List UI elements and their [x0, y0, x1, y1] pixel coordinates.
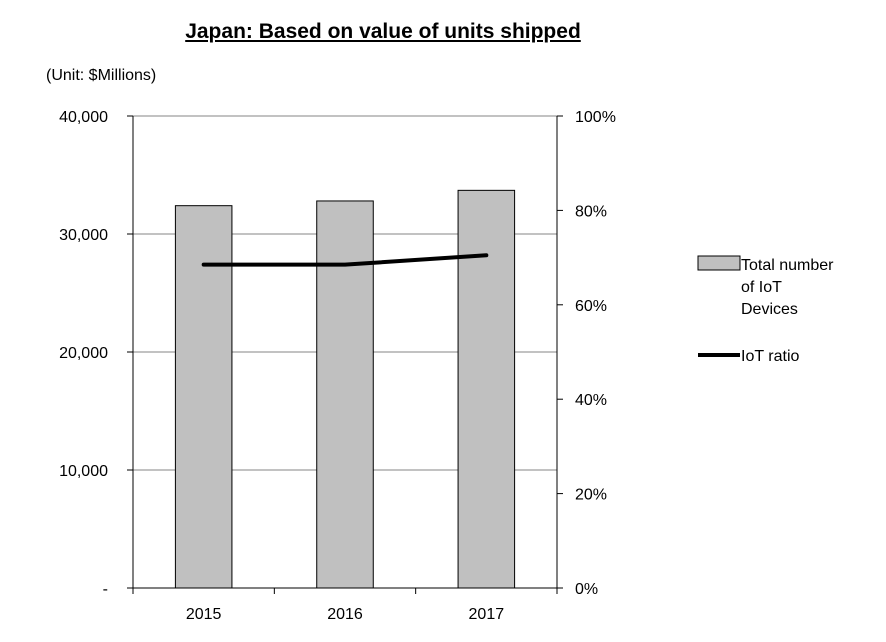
y-left-tick-label: 30,000 — [59, 227, 108, 244]
legend-bar-label: Devices — [741, 301, 798, 318]
y-left-tick-label: 20,000 — [59, 345, 108, 362]
legend-bar-label: Total number — [741, 257, 834, 274]
ratio-line — [201, 253, 489, 267]
line-series — [201, 253, 489, 267]
x-tick-label: 2015 — [186, 606, 222, 623]
y-right-tick-label: 60% — [575, 298, 607, 315]
unit-note: (Unit: $Millions) — [46, 67, 157, 84]
y-right-tick-label: 0% — [575, 581, 598, 598]
legend: Total number of IoT Devices IoT ratio — [697, 255, 834, 365]
y-left-tick-label: 40,000 — [59, 109, 108, 126]
bar-series — [174, 189, 516, 589]
axes — [127, 115, 563, 594]
y-left-tick-label: 10,000 — [59, 463, 108, 480]
y-left-tick-label: - — [103, 581, 108, 598]
y-right-tick-label: 100% — [575, 109, 616, 126]
y-right-tick-label: 80% — [575, 203, 607, 220]
legend-bar-label: of IoT — [741, 279, 782, 296]
tick-labels: - 10,000 20,000 30,000 40,000 0% 20% 40% 60% 80% 1… — [59, 109, 616, 623]
legend-line-label: IoT ratio — [741, 348, 800, 365]
bar — [174, 205, 233, 589]
y-right-tick-label: 20% — [575, 487, 607, 504]
bar — [457, 189, 516, 589]
x-tick-label: 2017 — [469, 606, 505, 623]
chart-title: Japan: Based on value of units shipped — [185, 20, 581, 43]
y-right-tick-label: 40% — [575, 392, 607, 409]
x-tick-label: 2016 — [327, 606, 363, 623]
legend-bar-swatch — [697, 255, 741, 271]
bar — [316, 200, 374, 589]
